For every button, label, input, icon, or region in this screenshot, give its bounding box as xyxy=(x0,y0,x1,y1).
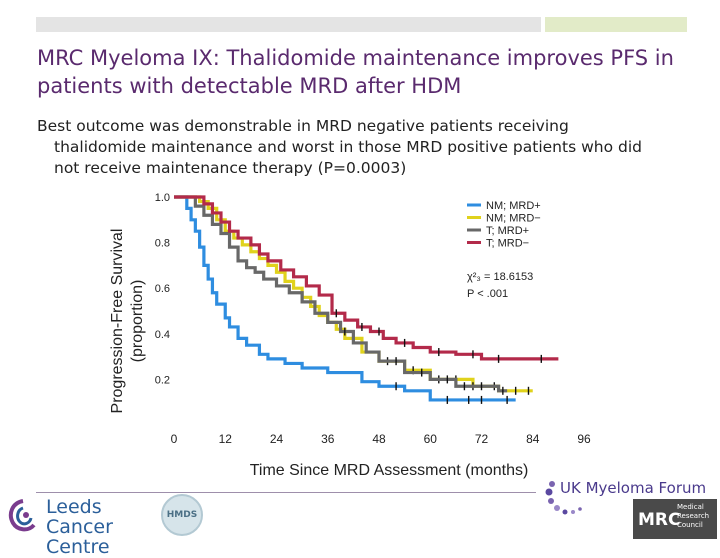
leeds-swirl-icon xyxy=(8,499,36,532)
mrc-text: MRC xyxy=(638,510,681,530)
p-value-annotation: P < .001 xyxy=(467,288,508,300)
legend-label: T; MRD+ xyxy=(486,225,529,237)
slide-subtitle: Best outcome was demonstrable in MRD neg… xyxy=(37,116,702,179)
hmds-text: HMDS xyxy=(166,510,198,520)
myeloma-text: UK Myeloma Forum xyxy=(560,479,707,497)
series-line-0 xyxy=(174,195,516,402)
legend-label: T; MRD− xyxy=(486,238,529,250)
footer-divider xyxy=(36,492,536,493)
mrc-logo: MRC Medical Research Council xyxy=(633,499,717,539)
x-tick-label: 24 xyxy=(270,432,284,446)
x-tick-label: 60 xyxy=(424,432,438,446)
slide-title: MRC Myeloma IX: Thalidomide maintenance … xyxy=(37,46,674,98)
y-tick-label: 0.6 xyxy=(155,283,170,295)
x-tick-label: 36 xyxy=(321,432,335,446)
mrc-small-line: Council xyxy=(677,521,703,529)
x-tick-label: 84 xyxy=(526,432,540,446)
hmds-logo: HMDS xyxy=(161,494,203,536)
y-axis-label: Progression-Free Survival xyxy=(109,229,126,414)
leeds-cancer-centre-logo: Leeds Cancer Centre xyxy=(6,496,156,557)
subtitle-line: Best outcome was demonstrable in MRD neg… xyxy=(37,117,569,135)
myeloma-dots-icon xyxy=(545,481,582,515)
mrc-small-line: Medical xyxy=(677,503,704,511)
header-bar-gray xyxy=(36,17,541,32)
x-axis-label: Time Since MRD Assessment (months) xyxy=(250,462,529,479)
series-line-2 xyxy=(174,195,508,393)
subtitle-line: thalidomide maintenance and worst in tho… xyxy=(54,138,642,156)
x-tick-label: 0 xyxy=(171,432,178,446)
y-tick-label: 0.2 xyxy=(155,374,170,386)
legend-label: NM; MRD+ xyxy=(486,200,541,212)
x-tick-label: 72 xyxy=(475,432,489,446)
pfs-chart: 0.2 0.4 0.6 0.8 1.0 0 12 24 36 48 60 72 84 96 Time Sin… xyxy=(109,192,591,479)
x-tick-label: 48 xyxy=(372,432,386,446)
x-tick-label: 12 xyxy=(219,432,233,446)
mrc-small-text: Medical Research Council xyxy=(677,503,709,530)
leeds-text-line2: Centre xyxy=(46,536,110,558)
subtitle-line: not receive maintenance therapy (P=0.000… xyxy=(54,159,407,177)
x-tick-label: 96 xyxy=(577,432,591,446)
y-axis-label: (proportion) xyxy=(129,280,146,363)
uk-myeloma-forum-logo: UK Myeloma Forum xyxy=(544,476,719,518)
stat-annotation: χ²₃ = 18.6153 xyxy=(467,271,533,283)
legend-label: NM; MRD− xyxy=(486,213,541,225)
y-tick-label: 0.4 xyxy=(155,329,170,341)
leeds-text-line1: Leeds Cancer xyxy=(46,496,113,538)
y-tick-label: 0.8 xyxy=(155,238,170,250)
series-line-3 xyxy=(174,195,559,361)
header-bar-green xyxy=(545,17,687,32)
y-tick-label: 1.0 xyxy=(155,192,170,204)
mrc-small-line: Research xyxy=(677,512,710,520)
